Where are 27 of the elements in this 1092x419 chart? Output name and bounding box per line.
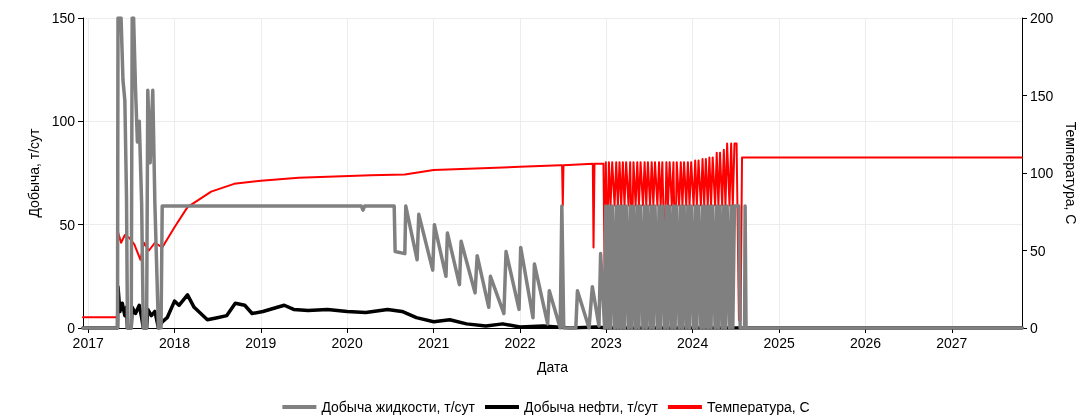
y-tick-label: 100 [51, 113, 76, 130]
x-tick-label: 2017 [72, 335, 104, 351]
y-axis-title: Добыча, т/сут [25, 127, 42, 218]
x-tick-label: 2027 [936, 335, 968, 351]
y-tick-label: 50 [59, 216, 76, 233]
y2-tick-label: 150 [1030, 87, 1054, 104]
line-series [81, 16, 1024, 330]
y2-tick-label: 200 [1030, 10, 1054, 26]
y2-tick-label: 100 [1030, 165, 1054, 181]
x-tick-label: 2019 [245, 335, 277, 351]
x-tick-label: 2021 [418, 335, 450, 351]
x-tick-label: 2023 [590, 335, 623, 351]
x-tick-label: 2026 [849, 335, 882, 351]
legend-label: Температура, С [706, 399, 810, 415]
y2-tick-label: 0 [1030, 320, 1038, 336]
y2-axis-title: Температура, С [1063, 121, 1080, 225]
x-tick-label: 2020 [331, 335, 363, 351]
x-axis-title: Дата [536, 359, 569, 375]
legend-label: Добыча жидкости, т/сут [321, 399, 476, 415]
y2-tick-label: 50 [1030, 242, 1046, 259]
x-tick-label: 2018 [158, 335, 191, 351]
legend-label: Добыча нефти, т/сут [524, 399, 659, 415]
x-tick-label: 2024 [677, 335, 709, 351]
x-tick-label: 2022 [504, 335, 536, 351]
y-tick-label: 0 [67, 320, 76, 336]
x-tick-label: 2025 [763, 335, 795, 351]
y-tick-label: 150 [51, 10, 76, 26]
